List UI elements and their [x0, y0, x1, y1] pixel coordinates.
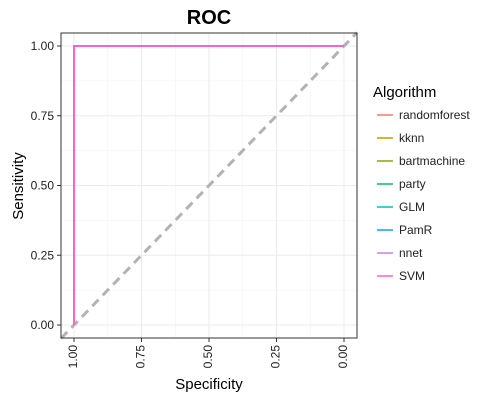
- legend-label-randomforest: randomforest: [399, 108, 470, 122]
- legend-label-pamr: PamR: [399, 223, 433, 237]
- x-tick-label: 0.50: [201, 345, 215, 369]
- y-tick-label: 0.50: [31, 179, 55, 193]
- chart-title: ROC: [187, 7, 231, 29]
- y-axis-title: Sensitivity: [10, 152, 27, 220]
- y-tick-label: 0.75: [31, 109, 55, 123]
- y-tick-label: 1.00: [31, 39, 55, 53]
- legend-label-party: party: [399, 177, 426, 191]
- x-axis-title: Specificity: [175, 376, 243, 393]
- legend-label-svm: SVM: [399, 269, 425, 283]
- y-axis: 0.00 0.25 0.50 0.75 1.00: [31, 39, 61, 332]
- legend-label-nnet: nnet: [399, 246, 423, 260]
- x-tick-label: 0.25: [269, 345, 283, 369]
- legend-label-bartmachine: bartmachine: [399, 154, 465, 168]
- legend-label-glm: GLM: [399, 200, 425, 214]
- x-tick-label: 0.00: [336, 345, 350, 369]
- legend-label-kknn: kknn: [399, 131, 424, 145]
- plot-panel: [61, 33, 357, 339]
- y-tick-label: 0.25: [31, 248, 55, 262]
- x-axis: 1.00 0.75 0.50 0.25 0.00: [66, 338, 350, 368]
- legend-title: Algorithm: [373, 84, 436, 101]
- x-tick-label: 1.00: [66, 345, 80, 369]
- legend: Algorithm randomforest kknn bartmachine par…: [373, 84, 470, 283]
- y-tick-label: 0.00: [31, 318, 55, 332]
- x-tick-label: 0.75: [134, 345, 148, 369]
